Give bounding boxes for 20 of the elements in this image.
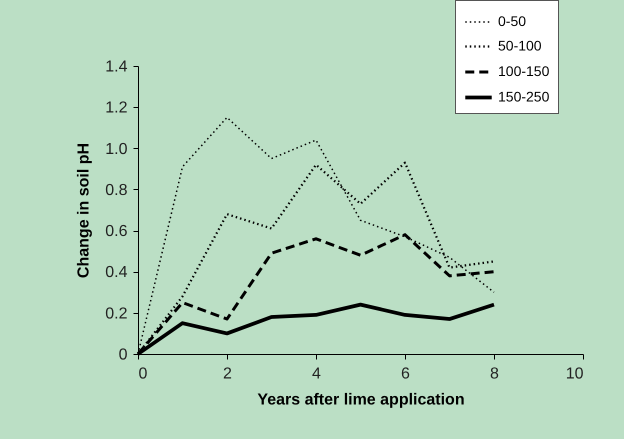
y-tick-label: 1.2 xyxy=(105,100,128,117)
legend-label: 0-50 xyxy=(498,13,526,29)
y-axis-title: Change in soil pH xyxy=(75,142,92,278)
legend-label: 50-100 xyxy=(498,38,542,54)
y-tick-label: 0 xyxy=(118,346,128,364)
x-tick-label: 2 xyxy=(223,366,232,382)
y-tick-label: 1.0 xyxy=(105,140,128,158)
x-tick-label: 4 xyxy=(312,366,322,382)
x-tick-label: 6 xyxy=(401,366,410,382)
x-axis-title: Years after lime application xyxy=(257,392,465,408)
y-tick-label: 0.6 xyxy=(105,223,128,240)
legend-label: 150-250 xyxy=(498,88,550,104)
y-tick-label: 1.4 xyxy=(105,58,128,76)
y-tick-label: 0.4 xyxy=(105,264,128,282)
x-tick-label: 10 xyxy=(566,366,584,382)
x-tick-label: 0 xyxy=(138,366,148,382)
legend-label: 100-150 xyxy=(498,63,550,79)
y-tick-label: 0.2 xyxy=(105,305,128,322)
y-tick-label: 0.8 xyxy=(105,182,128,199)
x-tick-label: 8 xyxy=(490,366,500,382)
